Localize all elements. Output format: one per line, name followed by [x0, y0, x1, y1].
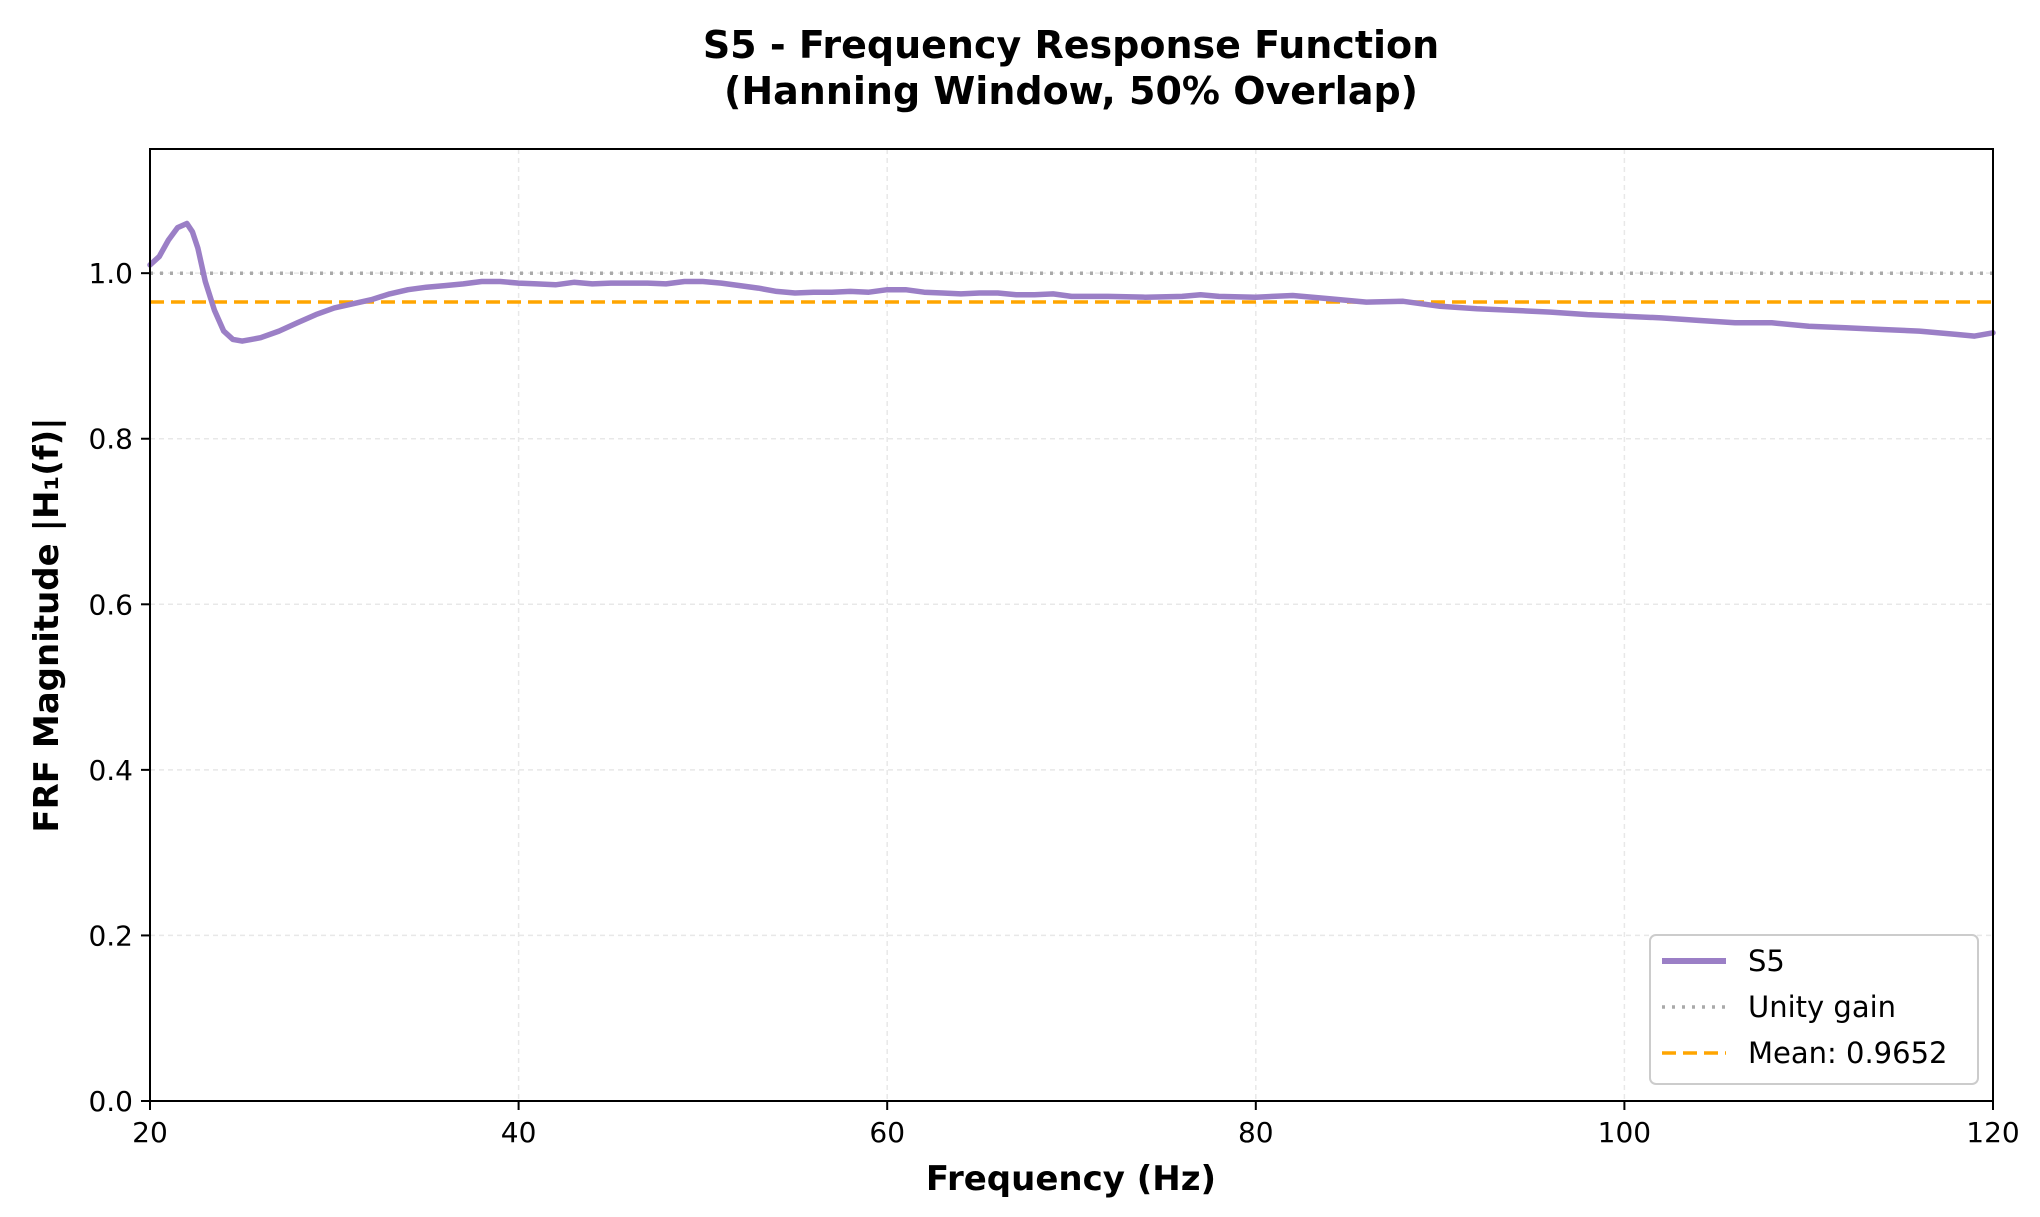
plot-area-frame	[149, 148, 1994, 1102]
x-tick-label-3: 80	[1238, 1116, 1274, 1149]
legend-label-unity-gain: Unity gain	[1748, 990, 1896, 1024]
legend: S5 Unity gain Mean: 0.9652	[1649, 934, 1979, 1085]
legend-label-mean: Mean: 0.9652	[1748, 1036, 1947, 1070]
x-axis-label: Frequency (Hz)	[926, 1159, 1216, 1199]
y-tick-label-3: 0.6	[88, 588, 133, 621]
y-tick-label-4: 0.8	[88, 423, 133, 456]
y-axis-label: FRF Magnitude |H₁(f)|	[27, 417, 67, 832]
legend-label-s5: S5	[1748, 944, 1785, 978]
x-tick-label-1: 40	[501, 1116, 537, 1149]
y-tick-label-1: 0.2	[88, 919, 133, 952]
y-tick-label-5: 1.0	[88, 257, 133, 290]
x-tick-label-4: 100	[1598, 1116, 1651, 1149]
x-tick-label-0: 20	[132, 1116, 168, 1149]
plot-lines	[147, 220, 1996, 344]
y-tick-label-0: 0.0	[88, 1085, 133, 1118]
x-tick-label-5: 120	[1966, 1116, 2019, 1149]
series-line-s5	[147, 220, 1996, 344]
chart-subtitle: (Hanning Window, 50% Overlap)	[724, 69, 1418, 113]
y-tick-label-2: 0.4	[88, 754, 133, 787]
axis-ticks: 20 40 60 80 100 120 0.0 0.2 0.4 0.6 0.8 1.0	[88, 257, 2019, 1149]
x-tick-label-2: 60	[869, 1116, 905, 1149]
chart-title: S5 - Frequency Response Function	[703, 23, 1439, 67]
grid-lines	[150, 149, 1993, 1101]
legend-box	[1649, 934, 1979, 1085]
